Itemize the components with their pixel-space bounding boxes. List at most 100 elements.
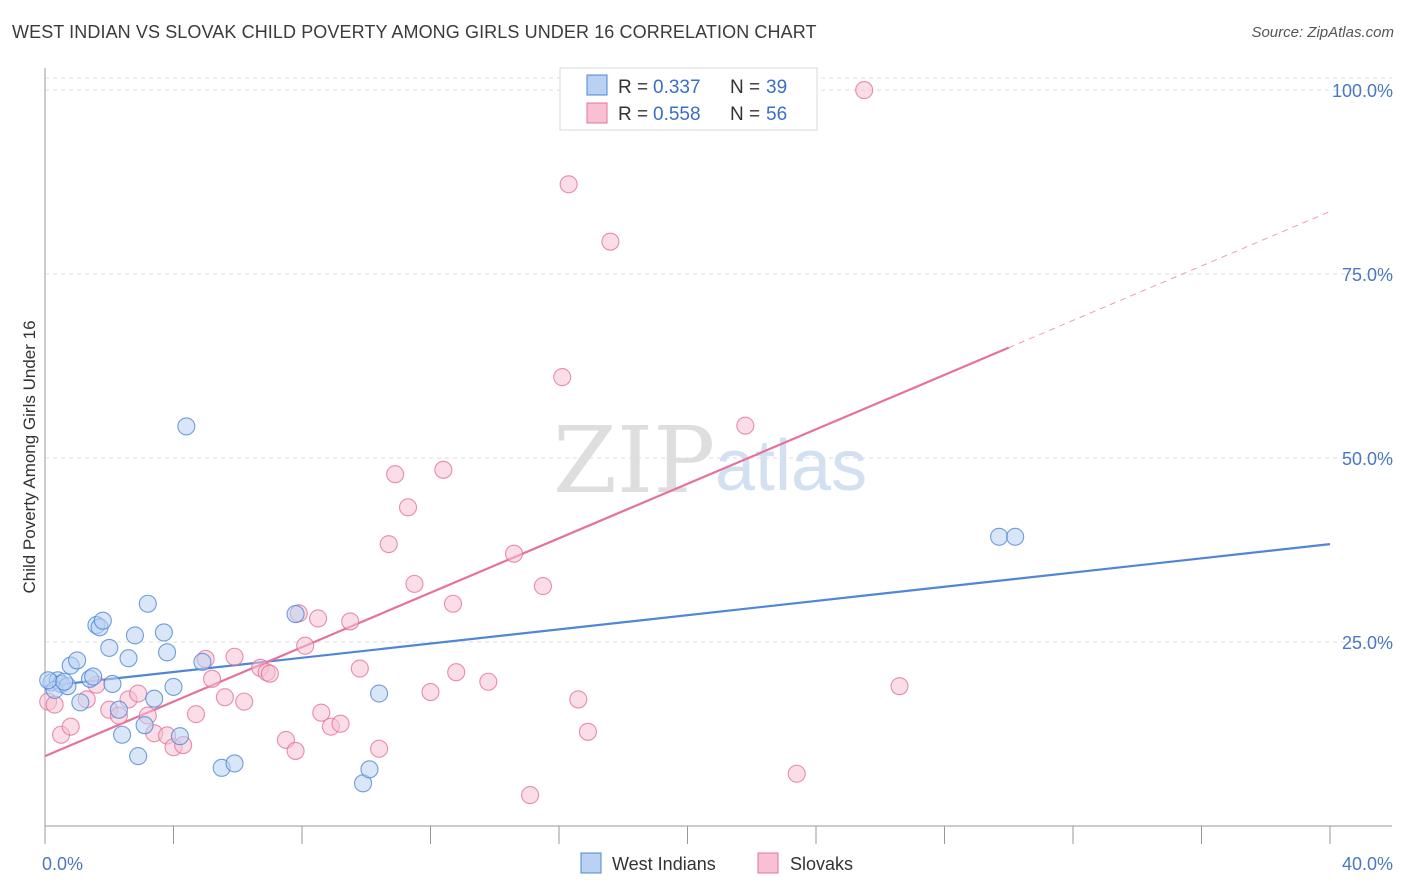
point-west-indians <box>158 643 177 662</box>
point-slovaks <box>379 535 398 554</box>
point-slovaks <box>855 81 874 100</box>
point-west-indians <box>55 672 74 691</box>
series-legend-label-slovaks: Slovaks <box>790 854 853 874</box>
correlation-legend: R = 0.337 N = 39 R = 0.558 N = 56 <box>559 67 818 131</box>
x-tick-label: 0.0% <box>42 854 83 874</box>
series-legend-swatch-slovaks <box>757 852 779 874</box>
legend-n-value-slovaks: 56 <box>766 104 787 125</box>
point-west-indians <box>71 693 90 712</box>
point-slovaks <box>405 574 424 593</box>
y-tick-label: 100.0% <box>1332 81 1393 101</box>
point-west-indians <box>129 747 148 766</box>
grid-lines <box>45 77 1392 643</box>
point-slovaks <box>341 612 360 631</box>
point-slovaks <box>521 786 540 805</box>
point-slovaks <box>553 368 572 387</box>
tick-labels: 25.0% 50.0% 75.0% 100.0% 0.0% 40.0% <box>42 81 1393 874</box>
point-slovaks <box>61 717 80 736</box>
point-slovaks <box>312 703 331 722</box>
point-slovaks <box>447 663 466 682</box>
series-legend-label-west-indians: West Indians <box>612 854 716 874</box>
series-legend-swatch-west-indians <box>580 852 602 874</box>
point-west-indians <box>93 611 112 630</box>
y-axis-title: Child Poverty Among Girls Under 16 <box>20 320 39 593</box>
point-west-indians <box>360 760 379 779</box>
point-slovaks <box>434 460 453 479</box>
point-west-indians <box>103 674 122 694</box>
point-west-indians <box>164 677 183 696</box>
y-tick-label: 25.0% <box>1342 633 1393 653</box>
legend-swatch-west-indians <box>586 74 608 96</box>
point-slovaks <box>569 690 588 709</box>
point-west-indians <box>113 725 132 744</box>
point-slovaks <box>203 669 222 688</box>
point-west-indians <box>1006 527 1025 546</box>
watermark-atlas: atlas <box>715 426 867 506</box>
point-slovaks <box>479 672 498 691</box>
trend-extension-slovaks <box>1008 211 1331 349</box>
point-slovaks <box>331 714 350 733</box>
point-slovaks <box>533 577 552 596</box>
series-legend: West Indians Slovaks <box>580 852 853 874</box>
y-tick-label: 50.0% <box>1342 449 1393 469</box>
watermark: ZIP atlas <box>553 407 867 514</box>
point-west-indians <box>109 700 128 719</box>
point-west-indians <box>39 671 58 690</box>
point-west-indians <box>154 623 173 642</box>
watermark-zip: ZIP <box>553 407 715 514</box>
point-west-indians <box>170 727 189 746</box>
legend-r-value-slovaks: 0.558 <box>653 104 701 125</box>
point-west-indians <box>68 651 87 670</box>
point-slovaks <box>260 664 279 683</box>
point-west-indians <box>135 716 154 735</box>
point-west-indians <box>286 605 305 624</box>
point-slovaks <box>601 232 620 251</box>
point-west-indians <box>138 594 157 613</box>
point-west-indians <box>84 667 103 686</box>
legend-n-value-west-indians: 39 <box>766 77 787 98</box>
legend-r-label-slovaks: R = <box>618 104 648 125</box>
legend-swatch-slovaks <box>586 102 608 124</box>
point-slovaks <box>286 741 305 760</box>
data-points <box>39 81 1025 805</box>
point-west-indians <box>370 684 389 703</box>
point-slovaks <box>421 683 440 702</box>
legend-n-label-slovaks: N = <box>730 104 760 125</box>
point-west-indians <box>125 626 144 645</box>
legend-n-label-west-indians: N = <box>730 77 760 98</box>
point-slovaks <box>225 647 244 666</box>
chart-source: Source: ZipAtlas.com <box>1251 24 1394 41</box>
trend-lines <box>44 211 1331 758</box>
point-slovaks <box>215 688 234 707</box>
point-west-indians <box>145 689 164 708</box>
point-slovaks <box>235 692 254 711</box>
y-tick-label: 75.0% <box>1342 265 1393 285</box>
chart-title: WEST INDIAN VS SLOVAK CHILD POVERTY AMON… <box>12 22 817 42</box>
point-slovaks <box>398 498 418 517</box>
point-west-indians <box>100 638 119 657</box>
point-slovaks <box>350 659 369 678</box>
point-slovaks <box>787 764 806 783</box>
legend-r-value-west-indians: 0.337 <box>653 77 701 98</box>
x-tick-label: 40.0% <box>1342 854 1393 874</box>
point-slovaks <box>129 684 148 703</box>
point-slovaks <box>578 722 597 741</box>
point-slovaks <box>370 739 389 758</box>
legend-r-label-west-indians: R = <box>618 77 648 98</box>
point-slovaks <box>309 609 328 628</box>
point-slovaks <box>386 465 405 484</box>
trend-line-slovaks <box>44 346 1010 758</box>
point-slovaks <box>736 416 755 435</box>
point-slovaks <box>890 677 909 696</box>
point-west-indians <box>225 754 244 773</box>
point-west-indians <box>177 417 196 436</box>
point-west-indians <box>990 527 1009 546</box>
point-slovaks <box>504 544 524 563</box>
point-slovaks <box>559 175 578 194</box>
point-west-indians <box>193 652 212 671</box>
point-slovaks <box>186 705 206 724</box>
point-slovaks <box>296 636 315 655</box>
point-west-indians <box>119 649 138 668</box>
point-slovaks <box>443 594 463 613</box>
